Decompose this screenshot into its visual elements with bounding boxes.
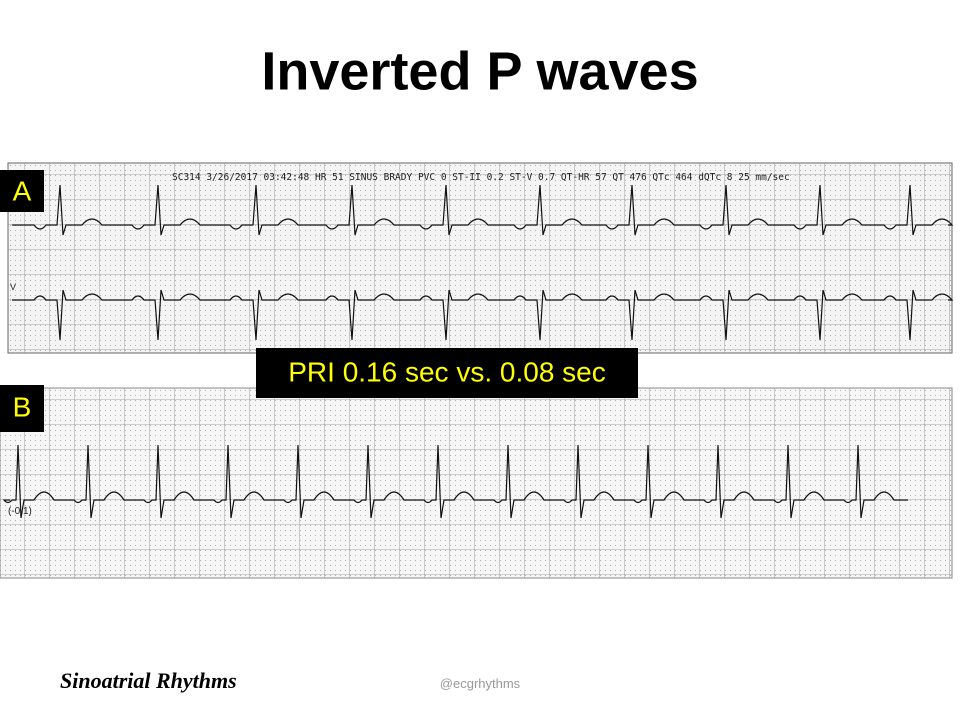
strip-grid <box>8 163 952 353</box>
ecg-waveform <box>2 444 908 519</box>
strip-b: (-0.1) <box>0 387 953 579</box>
strip-header: SC314 3/26/2017 03:42:48 HR 51 SINUS BRA… <box>172 172 790 183</box>
ecg-trace <box>12 184 954 341</box>
strip-grid <box>0 388 952 578</box>
slide-title: Inverted P waves <box>261 41 698 101</box>
comparison-box <box>256 348 638 398</box>
comparison-text: PRI 0.16 sec vs. 0.08 sec <box>288 356 606 387</box>
ecg-waveform <box>12 289 954 341</box>
lead-label: (-0.1) <box>8 506 32 517</box>
lead-label: V <box>10 282 16 292</box>
footer-handle: @ecgrhythms <box>440 676 521 691</box>
strip-a: SC314 3/26/2017 03:42:48 HR 51 SINUS BRA… <box>7 162 954 354</box>
panel-label: A <box>13 175 32 206</box>
ecg-waveform <box>12 184 954 236</box>
panel-label: B <box>13 391 32 422</box>
footer-title: Sinoatrial Rhythms <box>60 668 237 693</box>
ecg-trace <box>2 444 908 519</box>
label-box <box>0 385 44 432</box>
label-box <box>0 170 44 212</box>
